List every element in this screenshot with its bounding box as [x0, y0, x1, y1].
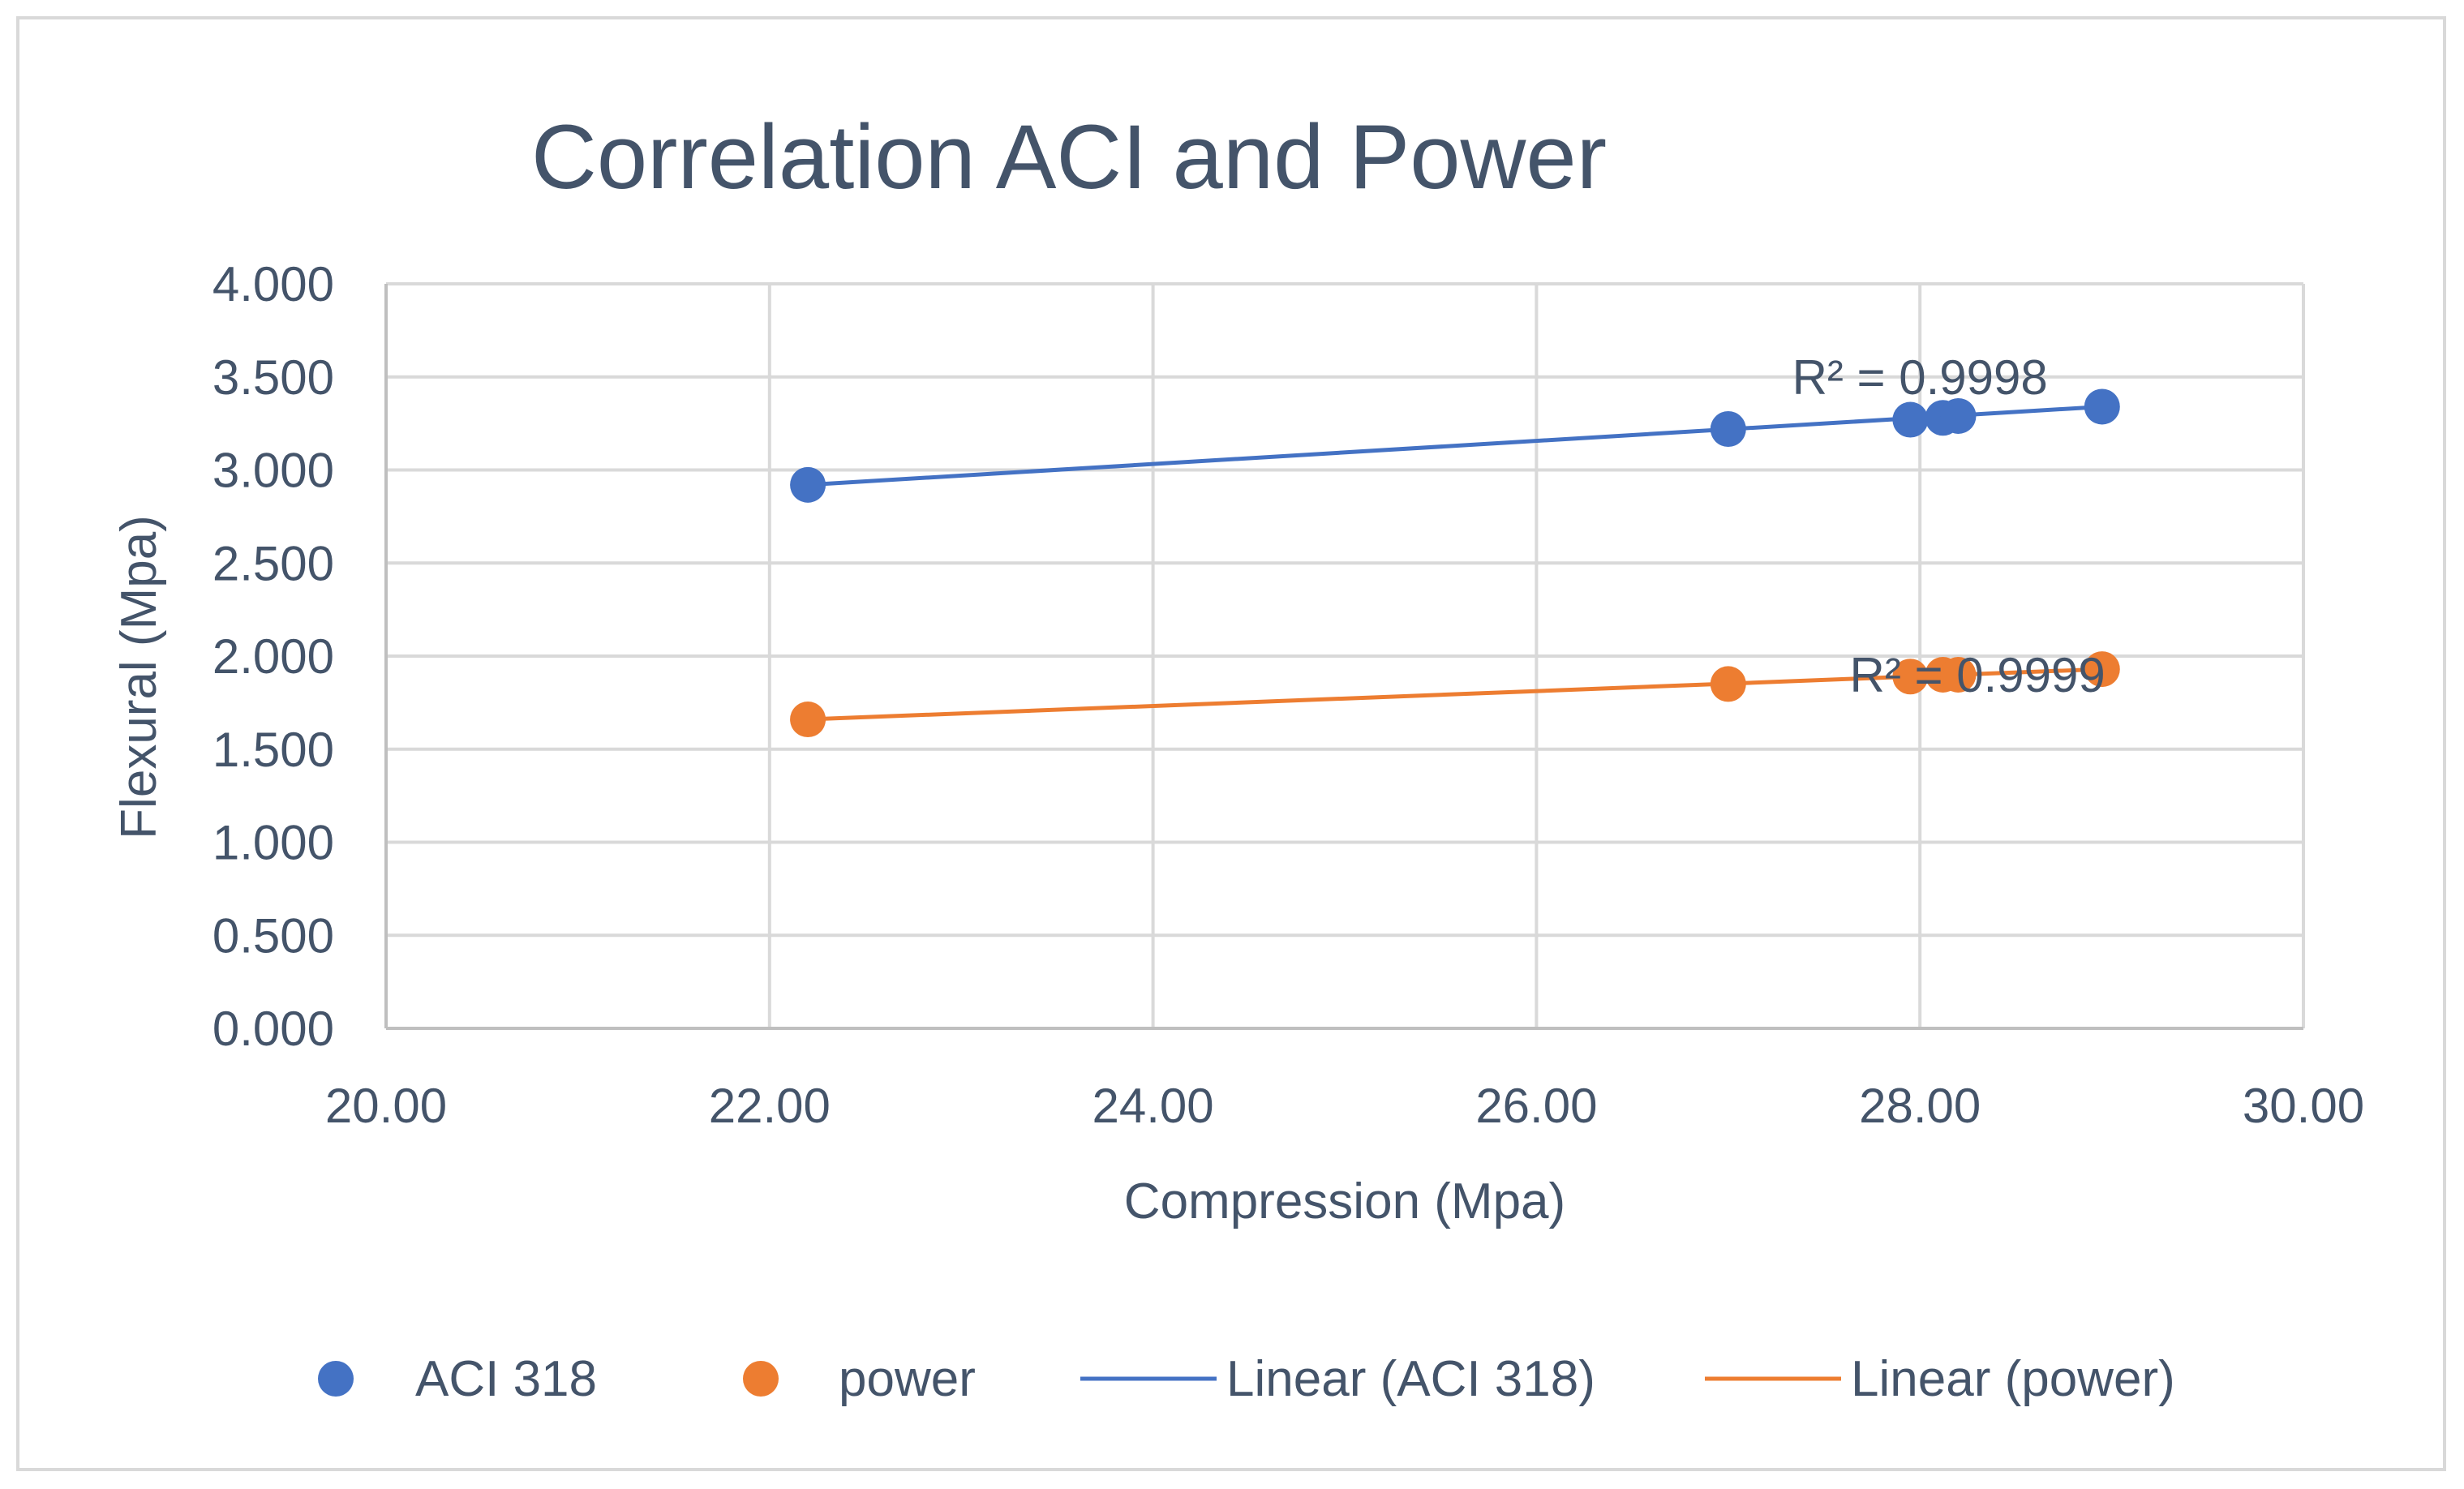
legend-label: power [839, 1351, 976, 1407]
r2-label: R² = 0.9999 [1850, 648, 2106, 702]
y-tick-label: 0.500 [212, 908, 334, 963]
x-tick-label: 20.00 [325, 1079, 447, 1133]
y-tick-label: 1.000 [212, 816, 334, 870]
data-point-aci-318 [1710, 411, 1746, 448]
legend-label: Linear (power) [1851, 1351, 2175, 1407]
trendline-aci-318 [807, 404, 2102, 487]
y-axis-label: Flexural (Mpa) [111, 515, 167, 839]
legend-label: ACI 318 [415, 1351, 597, 1407]
data-point-power [1892, 659, 1929, 695]
legend: ACI 318 power Linear (ACI 318) Linear (powe… [318, 1351, 2175, 1407]
axes [384, 284, 2303, 1030]
y-tick-label: 3.500 [212, 350, 334, 405]
y-tick-label: 0.000 [212, 1002, 334, 1056]
legend-label: Linear (ACI 318) [1226, 1351, 1595, 1407]
data-point-power [1710, 666, 1746, 702]
x-tick-label: 26.00 [1475, 1079, 1597, 1133]
x-tick-label: 22.00 [709, 1079, 831, 1133]
y-tick-label: 2.000 [212, 629, 334, 684]
x-tick-labels: 20.00 22.00 24.00 26.00 28.00 30.00 [325, 1079, 2364, 1133]
data-point-power [2084, 651, 2120, 688]
data-point-aci-318 [1892, 401, 1929, 438]
r2-labels: R² = 0.9998 R² = 0.9999 [1792, 350, 2106, 702]
data-point-aci-318 [1940, 397, 1977, 434]
chart-frame [16, 16, 2446, 1471]
legend-marker-icon [318, 1361, 354, 1397]
data-points [790, 388, 2120, 738]
x-tick-label: 24.00 [1092, 1079, 1214, 1133]
x-axis-label: Compression (Mpa) [1124, 1174, 1565, 1229]
legend-marker-icon [743, 1361, 779, 1397]
r2-label: R² = 0.9998 [1792, 350, 2048, 405]
x-tick-label: 28.00 [1859, 1079, 1981, 1133]
trendline-power [807, 667, 2102, 722]
data-point-power [790, 702, 826, 738]
data-point-power [1940, 656, 1977, 693]
x-tick-label: 30.00 [2243, 1079, 2364, 1133]
chart-title: Correlation ACI and Power [531, 106, 1607, 208]
data-point-aci-318 [790, 466, 826, 503]
y-tick-label: 1.500 [212, 723, 334, 777]
trendlines [807, 404, 2102, 722]
y-tick-label: 3.000 [212, 444, 334, 498]
data-point-aci-318 [2084, 388, 2120, 425]
y-tick-label: 2.500 [212, 536, 334, 590]
y-tick-label: 4.000 [212, 257, 334, 311]
y-tick-labels: 0.000 0.500 1.000 1.500 2.000 2.500 3.000 3.500… [212, 257, 334, 1056]
